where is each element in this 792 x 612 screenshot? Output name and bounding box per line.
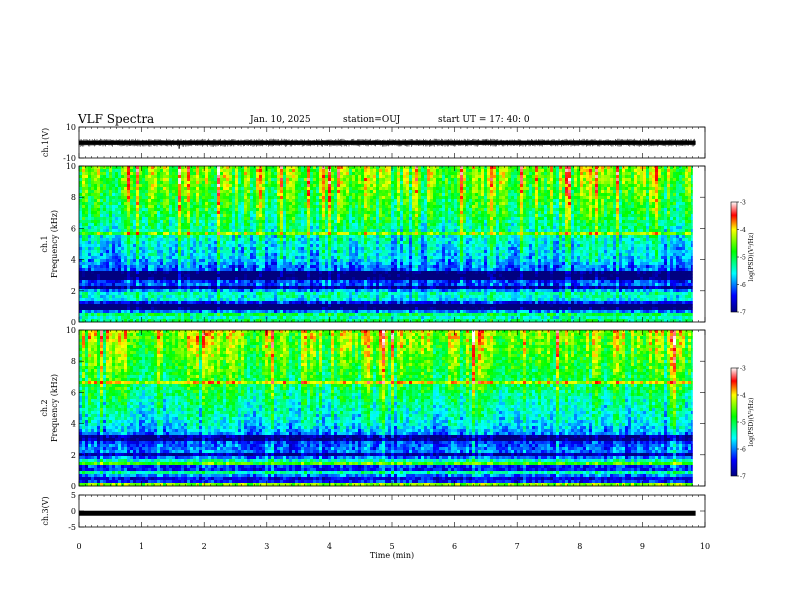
colorbar	[730, 367, 738, 477]
y-axis-label: Frequency (kHz)	[50, 210, 59, 278]
colorbar-label: log(PSD)(V²/Hz)	[748, 233, 755, 282]
y-tick-label: 10	[66, 123, 76, 132]
station-label: station=OUJ	[343, 115, 400, 125]
y-tick-label: 2	[71, 287, 76, 296]
colorbar-tick-label: -3	[740, 200, 746, 207]
waveform-ch.1(V)	[78, 138, 696, 149]
x-tick-label: 1	[139, 542, 144, 551]
colorbar-tick-label: -5	[740, 420, 746, 427]
colorbar	[730, 201, 738, 313]
x-tick-label: 3	[264, 542, 269, 551]
date-label: Jan. 10, 2025	[250, 115, 311, 125]
y-tick-label: 0	[71, 318, 76, 327]
x-tick-label: 10	[700, 542, 710, 551]
y-tick-label: 2	[71, 451, 76, 460]
y-tick-label: 4	[71, 256, 76, 265]
y-tick-label: 0	[71, 507, 76, 516]
colorbar-tick-label: -4	[740, 227, 746, 234]
colorbar-tick-label: -6	[740, 447, 746, 454]
figure-title: VLF Spectra	[78, 112, 154, 126]
y-axis-label: ch.3(V)	[41, 496, 50, 525]
colorbar-tick-label: -3	[740, 366, 746, 373]
x-tick-label: 4	[327, 542, 332, 551]
x-tick-label: 0	[76, 542, 81, 551]
y-tick-label: 10	[66, 326, 76, 335]
x-tick-label: 6	[452, 542, 457, 551]
y-axis-label: ch.1(V)	[41, 128, 50, 157]
y-tick-label: 10	[66, 162, 76, 171]
y-tick-label: 8	[71, 357, 76, 366]
colorbar-label: log(PSD)(V²/Hz)	[748, 398, 755, 447]
y-tick-label: 0	[71, 482, 76, 491]
y-tick-label: 6	[71, 224, 76, 233]
y-tick-label: 8	[71, 193, 76, 202]
colorbar-tick-label: -7	[740, 474, 746, 481]
start-time-label: start UT = 17: 40: 0	[438, 115, 530, 125]
x-tick-label: 8	[577, 542, 582, 551]
x-tick-label: 7	[515, 542, 520, 551]
y-tick-label: 6	[71, 388, 76, 397]
colorbar-tick-label: -5	[740, 255, 746, 262]
spectrogram-ch2	[79, 330, 693, 487]
y-tick-label: -10	[63, 154, 76, 163]
y-axis-label: ch.1	[40, 235, 49, 252]
y-tick-label: 4	[71, 420, 76, 429]
colorbar-tick-label: -7	[740, 310, 746, 317]
x-tick-label: 9	[640, 542, 645, 551]
spectrogram-ch1	[79, 166, 693, 323]
y-axis-label: ch.2	[40, 399, 49, 416]
colorbar-tick-label: -6	[740, 282, 746, 289]
y-tick-label: -5	[68, 523, 76, 532]
x-tick-label: 2	[202, 542, 207, 551]
y-axis-label: Frequency (kHz)	[50, 374, 59, 442]
y-tick-label: 5	[71, 491, 76, 500]
waveform-ch.3(V)	[79, 510, 696, 516]
x-axis-label: Time (min)	[370, 551, 414, 560]
colorbar-tick-label: -4	[740, 393, 746, 400]
x-tick-label: 5	[389, 542, 394, 551]
